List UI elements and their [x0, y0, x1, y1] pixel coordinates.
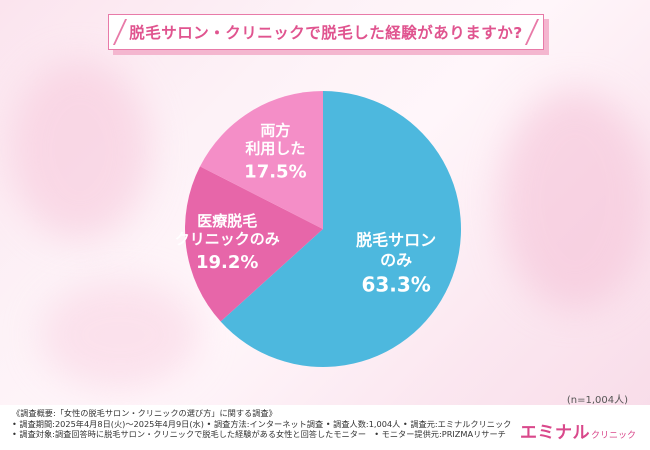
eminal-logo: エミナル クリニック: [520, 418, 636, 443]
slice-label: 医療脱毛: [197, 212, 257, 230]
survey-note-line: • 調査対象:調査回答時に脱毛サロン・クリニックで脱毛した経験がある女性と回答し…: [12, 429, 506, 439]
slice-label: 脱毛サロン: [356, 230, 436, 249]
chart-title: 脱毛サロン・クリニックで脱毛した経験がありますか?: [129, 24, 523, 42]
background-blob: [10, 60, 150, 240]
survey-note-line: 《調査概要:「女性の脱毛サロン・クリニックの選び方」に関する調査》: [12, 408, 277, 418]
background-blob: [500, 90, 650, 310]
pie-slice: [220, 91, 461, 367]
slice-value-label: 17.5%: [244, 162, 306, 183]
chart-title-box: 脱毛サロン・クリニックで脱毛した経験がありますか?: [108, 14, 544, 50]
background-blob: [40, 280, 200, 390]
survey-footer: 《調査概要:「女性の脱毛サロン・クリニックの選び方」に関する調査》 • 調査期間…: [0, 405, 650, 450]
survey-note-line: • 調査期間:2025年4月8日(火)〜2025年4月9日(水) • 調査方法:…: [12, 418, 512, 429]
survey-notes: 《調査概要:「女性の脱毛サロン・クリニックの選び方」に関する調査》 • 調査期間…: [12, 408, 511, 440]
pie-slice: [185, 166, 323, 322]
slice-value-label: 63.3%: [361, 272, 430, 296]
logo-sub-text: クリニック: [590, 431, 636, 441]
logo-main-text: エミナル: [519, 423, 590, 443]
pie-slice: [200, 90, 323, 229]
slice-label: 利用した: [245, 140, 305, 158]
slice-label: クリニックのみ: [175, 230, 280, 248]
sample-size-label: (n=1,004人): [566, 395, 628, 406]
slice-value-label: 19.2%: [196, 252, 258, 273]
slice-label: のみ: [380, 250, 412, 269]
slice-label: 両方: [260, 122, 290, 140]
